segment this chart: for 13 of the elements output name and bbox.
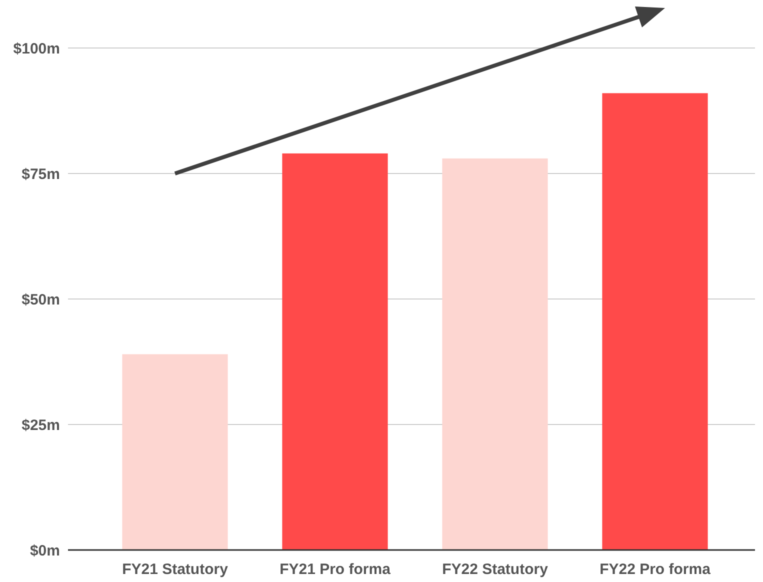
y-tick-label: $0m xyxy=(30,542,60,560)
y-tick-label: $100m xyxy=(13,40,60,58)
bar xyxy=(442,158,548,550)
x-tick-label: FY22 Statutory xyxy=(442,561,549,578)
bar xyxy=(602,93,708,550)
x-tick-label: FY21 Pro forma xyxy=(280,561,392,578)
bar xyxy=(282,153,388,550)
x-tick-label: FY21 Statutory xyxy=(122,561,229,578)
bar xyxy=(122,354,228,550)
y-tick-label: $50m xyxy=(22,291,60,308)
y-tick-label: $75m xyxy=(22,166,60,183)
y-tick-label: $25m xyxy=(22,416,60,434)
x-tick-label: FY22 Pro forma xyxy=(600,561,712,578)
